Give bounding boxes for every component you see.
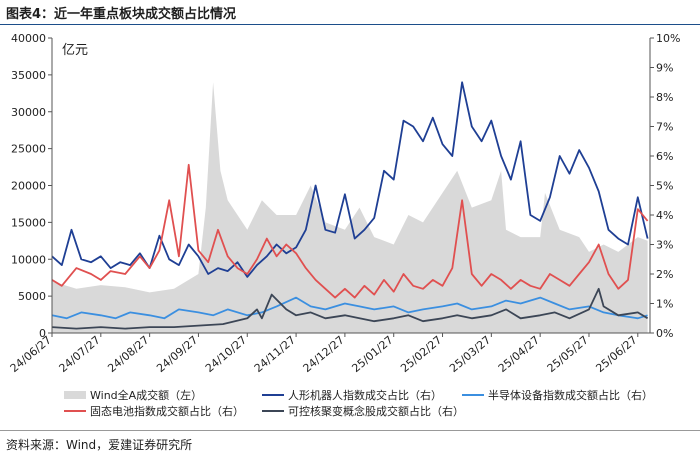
series-line-3 [51, 163, 649, 299]
legend-label: 人形机器人指数成交占比（右） [288, 388, 442, 402]
y-right-tick-label: 0% [656, 327, 673, 340]
series-line-4 [51, 287, 649, 330]
legend-label: 可控核聚变概念股成交额占比（右） [288, 404, 464, 418]
source-bar: 资料来源：Wind，爱建证券研究所 [0, 430, 700, 452]
y-right-tick-label: 10% [656, 32, 680, 45]
y-right-tick-label: 3% [656, 239, 673, 252]
x-tick-label: 24/11/27 [252, 333, 298, 375]
y-right-tick-label: 5% [656, 180, 673, 193]
y-right-tick-label: 4% [656, 209, 673, 222]
source-note: 资料来源：Wind，爱建证券研究所 [6, 438, 193, 452]
y-left-tick-label: 0 [39, 327, 46, 340]
x-tick-label: 25/02/27 [398, 333, 444, 375]
y-right-tick-label: 6% [656, 150, 673, 163]
x-tick-label: 24/07/27 [57, 333, 103, 375]
x-tick-label: 24/08/27 [105, 333, 151, 375]
legend-label: 半导体设备指数成交额占比（右） [488, 388, 653, 402]
chart-area-layer [52, 82, 648, 333]
x-tick-label: 24/12/27 [301, 333, 347, 375]
x-tick-label: 24/09/27 [154, 333, 200, 375]
x-tick-label: 25/06/27 [594, 333, 640, 375]
x-tick-label: 25/03/27 [447, 333, 493, 375]
y-right-tick-label: 7% [656, 121, 673, 134]
y-right-tick-label: 2% [656, 268, 673, 281]
y-left-tick-label: 30000 [11, 106, 46, 119]
figure-title-bar: 图表4：近一年重点板块成交额占比情况 [0, 0, 700, 25]
series-line-1 [51, 81, 649, 278]
x-tick-label: 25/04/27 [496, 333, 542, 375]
y-left-tick-label: 10000 [11, 253, 46, 266]
legend-label: 固态电池指数成交额占比（右） [90, 404, 244, 418]
chart-legend: Wind全A成交额（左） 人形机器人指数成交占比（右） 半导体设备指数成交额占比（右… [64, 388, 653, 418]
x-tick-label: 25/05/27 [545, 333, 591, 375]
legend-swatch [64, 391, 86, 399]
y-unit-label: 亿元 [62, 43, 88, 58]
series-area-wind-a [52, 82, 648, 333]
figure-title: 图表4：近一年重点板块成交额占比情况 [6, 7, 237, 22]
legend-label: Wind全A成交额（左） [90, 388, 202, 402]
y-right-tick-label: 9% [656, 62, 673, 75]
y-right-tick-label: 8% [656, 91, 673, 104]
y-left-tick-label: 35000 [11, 69, 46, 82]
y-right-tick-label: 1% [656, 298, 673, 311]
y-left-tick-label: 20000 [11, 180, 46, 193]
chart-line-layer [51, 81, 649, 330]
y-left-tick-label: 15000 [11, 216, 46, 229]
y-left-tick-label: 5000 [18, 290, 46, 303]
x-tick-label: 24/10/27 [203, 333, 249, 375]
y-left-tick-label: 40000 [11, 32, 46, 45]
y-left-tick-label: 25000 [11, 143, 46, 156]
x-tick-label: 25/01/27 [349, 333, 395, 375]
series-line-2 [51, 296, 648, 320]
x-tick-label: 24/06/27 [8, 333, 54, 375]
